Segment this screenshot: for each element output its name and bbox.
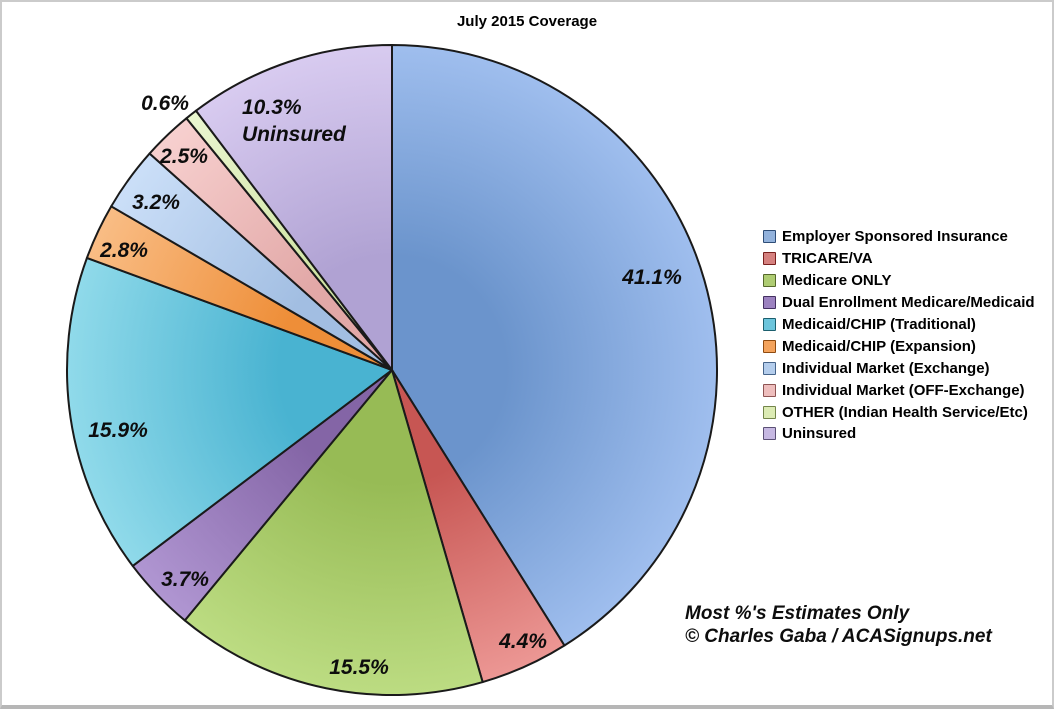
legend-swatch-icon [763, 405, 776, 419]
pie-label-other-indian-health-service: 0.6% [141, 92, 189, 115]
pie-label-medicaid-chip-traditional: 15.9% [88, 419, 148, 442]
legend-item-medicaid-chip-expansion: Medicaid/CHIP (Expansion) [763, 335, 1035, 357]
pie-slices [66, 44, 719, 696]
legend-item-medicaid-chip-traditional: Medicaid/CHIP (Traditional) [763, 314, 1035, 336]
legend-item-individual-market-exchange: Individual Market (Exchange) [763, 357, 1035, 379]
legend-swatch-icon [763, 230, 776, 244]
pie-slice-employer-sponsored-insurance [391, 44, 719, 647]
legend-label: TRICARE/VA [782, 250, 873, 268]
footer-line-1: Most %'s Estimates Only [685, 603, 910, 624]
legend-swatch-icon [763, 296, 776, 310]
legend-swatch-icon [763, 318, 776, 331]
legend-swatch-icon [763, 361, 776, 375]
legend-swatch-icon [763, 274, 776, 288]
pie-label-employer-sponsored-insurance: 41.1% [621, 266, 682, 289]
pie-slice-medicare-only [183, 369, 484, 696]
legend-item-individual-market-off-exchange: Individual Market (OFF-Exchange) [763, 379, 1035, 401]
pie-label-individual-market-off-exchange: 2.5% [159, 145, 208, 168]
pie-labels: 41.1% 4.4% 15.5% 3.7% 15.9% 2.8% 3.2% 2.5% 0.6% 1… [88, 92, 682, 679]
chart-title: July 2015 Coverage [456, 13, 598, 30]
pie-label-dual-enrollment-medicare-medicaid: 3.7% [161, 568, 209, 591]
legend-label: Employer Sponsored Insurance [782, 228, 1008, 246]
footer-line-2: © Charles Gaba / ACASignups.net [685, 626, 992, 647]
pie-label-individual-market-exchange: 3.2% [132, 191, 180, 214]
legend-label: Medicaid/CHIP (Expansion) [782, 337, 976, 355]
legend-swatch-icon [763, 427, 776, 441]
legend-label: Medicare ONLY [782, 272, 892, 290]
legend-label: Medicaid/CHIP (Traditional) [782, 316, 976, 333]
pie-label-tricare-va: 4.4% [498, 630, 547, 653]
legend-item-other-indian-health-service: OTHER (Indian Health Service/Etc) [763, 401, 1035, 423]
legend-swatch-icon [763, 339, 776, 353]
legend-label: Individual Market (OFF-Exchange) [782, 381, 1025, 399]
pie-slice-uninsured [195, 44, 393, 371]
legend-label: Individual Market (Exchange) [782, 359, 990, 377]
legend-swatch-icon [763, 252, 776, 266]
footer-note: Most %'s Estimates Only © Charles Gaba /… [685, 602, 992, 648]
legend-item-uninsured: Uninsured [763, 423, 1035, 445]
legend: Employer Sponsored Insurance TRICARE/VA Me… [763, 226, 1035, 445]
pie-label-uninsured: 10.3% Uninsured [242, 96, 347, 146]
legend-label: OTHER (Indian Health Service/Etc) [782, 403, 1028, 421]
legend-item-medicare-only: Medicare ONLY [763, 270, 1035, 292]
legend-label: Uninsured [782, 425, 857, 443]
legend-item-tricare-va: TRICARE/VA [763, 248, 1035, 270]
legend-item-dual-enrollment-medicare-medicaid: Dual Enrollment Medicare/Medicaid [763, 292, 1035, 314]
pie-label-medicare-only: 15.5% [329, 656, 389, 679]
legend-swatch-icon [763, 383, 776, 397]
legend-item-employer-sponsored-insurance: Employer Sponsored Insurance [763, 226, 1035, 248]
pie-label-medicaid-chip-expansion: 2.8% [99, 239, 148, 262]
legend-label: Dual Enrollment Medicare/Medicaid [782, 294, 1035, 312]
pie-slice-medicaid-chip-traditional [66, 256, 393, 567]
